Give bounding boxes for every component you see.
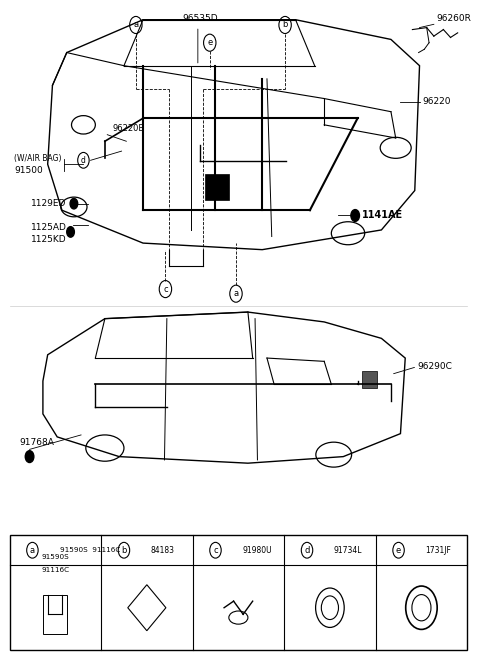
Text: 91980U: 91980U [242, 546, 272, 555]
Text: 91590S  91116C: 91590S 91116C [60, 547, 120, 553]
Text: a: a [30, 546, 35, 555]
Text: 91768A: 91768A [19, 438, 54, 447]
Bar [362, 371, 377, 388]
Text: 91590S: 91590S [42, 553, 69, 560]
Text: d: d [81, 156, 86, 165]
Text: 1141AE: 1141AE [362, 210, 404, 221]
Text: c: c [213, 546, 218, 555]
Bar [43, 595, 67, 634]
Text: a: a [133, 20, 138, 30]
Text: 1129ED: 1129ED [31, 199, 66, 208]
Text: 96535D: 96535D [182, 14, 218, 23]
Text: 91500: 91500 [14, 166, 43, 175]
Circle shape [351, 210, 360, 221]
Circle shape [67, 227, 74, 237]
Circle shape [25, 451, 34, 463]
Text: d: d [304, 546, 310, 555]
Text: 96220: 96220 [422, 97, 450, 106]
Text: 84183: 84183 [151, 546, 175, 555]
Bar [205, 174, 229, 200]
Text: 96220B: 96220B [112, 124, 144, 133]
Text: 96260R: 96260R [436, 14, 471, 23]
Text: 1125KD: 1125KD [31, 235, 67, 244]
Text: (W/AIR BAG): (W/AIR BAG) [14, 154, 62, 164]
Text: e: e [396, 546, 401, 555]
Bar [10, 535, 467, 650]
Circle shape [70, 198, 78, 209]
Text: 91734L: 91734L [334, 546, 362, 555]
Text: 91116C: 91116C [42, 566, 70, 573]
Text: 96290C: 96290C [417, 362, 452, 371]
Text: e: e [207, 38, 212, 47]
Text: b: b [282, 20, 288, 30]
Text: 1125AD: 1125AD [31, 223, 67, 233]
Text: 1731JF: 1731JF [425, 546, 451, 555]
Text: b: b [121, 546, 127, 555]
Text: c: c [163, 284, 168, 294]
Text: a: a [233, 289, 239, 298]
